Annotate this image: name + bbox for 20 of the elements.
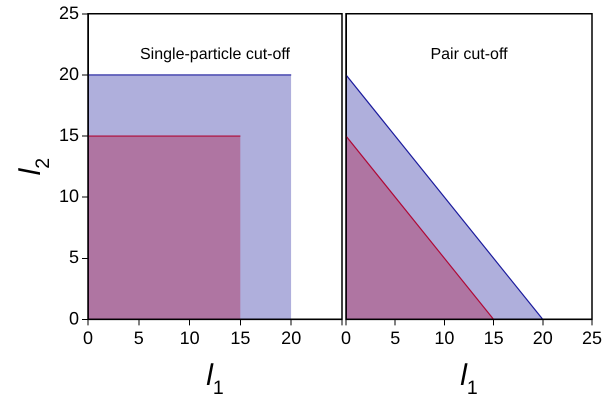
y-axis-title: l2 (14, 158, 54, 176)
x-tick-label: 5 (134, 328, 144, 348)
y-tick-label: 0 (68, 308, 79, 328)
y-tick-label: 25 (58, 2, 79, 23)
annotation: Single-particle cut-off (140, 46, 291, 63)
y-tick-label: 5 (68, 247, 79, 268)
x-tick-label: 10 (434, 328, 454, 348)
x-tick-label: 25 (582, 328, 602, 348)
x-tick-label: 5 (390, 328, 400, 348)
x-tick-label: 15 (230, 328, 250, 348)
x-tick-label: 20 (532, 328, 553, 348)
x-tick-label: 20 (281, 328, 302, 348)
y-tick-label: 15 (58, 125, 79, 146)
annotation: Pair cut-off (430, 46, 508, 63)
x-tick-label: 15 (484, 328, 504, 348)
x-tick-label: 0 (341, 328, 352, 348)
x-tick-label: 0 (82, 328, 94, 348)
y-tick-label: 10 (58, 186, 79, 206)
y-tick-label: 20 (58, 64, 79, 84)
x-tick-label: 10 (180, 328, 200, 348)
